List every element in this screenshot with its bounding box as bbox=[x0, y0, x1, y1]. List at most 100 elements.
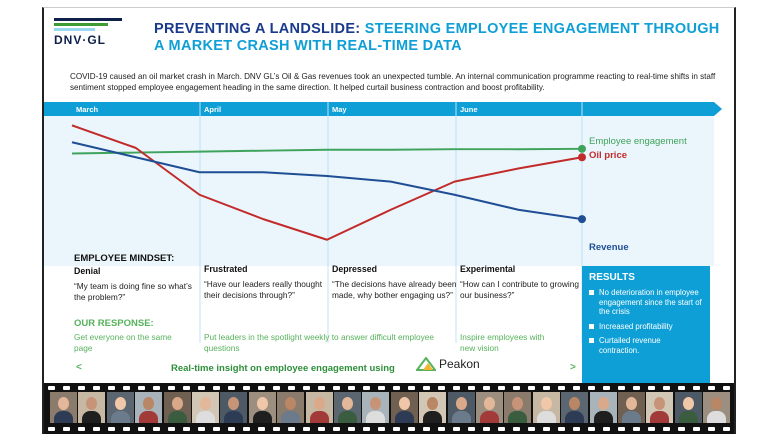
participant-video-tile[interactable] bbox=[305, 392, 333, 423]
participant-head bbox=[484, 397, 495, 410]
participant-video-tile[interactable] bbox=[504, 392, 532, 423]
participant-video-tile[interactable] bbox=[476, 392, 503, 423]
film-perforation bbox=[333, 386, 340, 390]
film-perforation bbox=[273, 386, 280, 390]
film-perforation bbox=[543, 386, 550, 390]
film-perforation bbox=[483, 386, 490, 390]
participant-video-tile[interactable] bbox=[618, 392, 645, 423]
bullet-icon bbox=[589, 290, 594, 295]
participant-video-tile[interactable] bbox=[163, 392, 191, 423]
results-box: RESULTS No deterioration in employee eng… bbox=[582, 266, 710, 384]
trend-chart bbox=[44, 102, 722, 343]
film-perforation bbox=[108, 386, 115, 390]
participant-video-tile[interactable] bbox=[589, 392, 617, 423]
series-line-1 bbox=[71, 124, 583, 241]
response-text: Put leaders in the spotlight weekly to a… bbox=[204, 332, 434, 353]
mindset-column: EMPLOYEE MINDSET: Denial “My team is doi… bbox=[74, 253, 199, 303]
participant-video-tile[interactable] bbox=[135, 392, 163, 423]
film-perforation bbox=[213, 427, 220, 431]
participant-video-tile[interactable] bbox=[532, 392, 560, 423]
series-label-oil: Oil price bbox=[589, 150, 628, 161]
mindset-label: Denial bbox=[74, 266, 101, 276]
dnv-gl-logo: DNV·GL bbox=[54, 18, 122, 47]
film-perforation bbox=[393, 427, 400, 431]
participant-video-tile[interactable] bbox=[277, 392, 305, 423]
prev-arrow[interactable]: < bbox=[76, 362, 82, 373]
film-perforation bbox=[243, 386, 250, 390]
participant-video-tile[interactable] bbox=[248, 392, 276, 423]
film-perforation bbox=[543, 427, 550, 431]
participant-video-tile[interactable] bbox=[362, 392, 390, 423]
participant-body bbox=[167, 411, 187, 423]
participant-body bbox=[536, 411, 556, 423]
participant-video-tile[interactable] bbox=[50, 392, 77, 423]
timeline-bar bbox=[44, 102, 722, 116]
response-text: Inspire employees with new vision bbox=[460, 332, 545, 353]
participant-head bbox=[370, 397, 382, 410]
results-item-text: No deterioration in employee engagement … bbox=[599, 288, 702, 316]
slide: DNV·GL PREVENTING A LANDSLIDE: STEERING … bbox=[42, 7, 736, 434]
film-perforation bbox=[348, 427, 355, 431]
results-item-text: Curtailed revenue contraction. bbox=[599, 336, 661, 355]
title-part2: STEERING EMPLOYEE ENGAGEMENT THROUGH A M… bbox=[154, 21, 720, 54]
film-perforation bbox=[588, 427, 595, 431]
participant-video-tile[interactable] bbox=[192, 392, 219, 423]
participant-body bbox=[423, 411, 443, 423]
film-perforation bbox=[453, 386, 460, 390]
film-perforation bbox=[708, 427, 715, 431]
participant-video-tile[interactable] bbox=[703, 392, 731, 423]
series-line-2 bbox=[71, 141, 583, 221]
film-perforation bbox=[633, 427, 640, 431]
participant-video-tile[interactable] bbox=[106, 392, 134, 423]
film-perforation bbox=[258, 386, 265, 390]
series-end-marker bbox=[578, 144, 586, 153]
participant-video-tile[interactable] bbox=[419, 392, 447, 423]
film-perforation bbox=[468, 386, 475, 390]
participant-body bbox=[224, 411, 244, 423]
participant-video-tile[interactable] bbox=[220, 392, 248, 423]
mindset-quote: “Have our leaders really thought their d… bbox=[204, 279, 323, 300]
film-perforation bbox=[78, 386, 85, 390]
title-part1: PREVENTING A LANDSLIDE: bbox=[154, 21, 361, 37]
film-perforation bbox=[258, 427, 265, 431]
film-perforation bbox=[273, 427, 280, 431]
mindset-label: Frustrated bbox=[204, 264, 248, 274]
participant-body bbox=[110, 411, 130, 423]
film-perforation bbox=[93, 386, 100, 390]
participant-head bbox=[569, 397, 581, 410]
film-perforation bbox=[138, 386, 145, 390]
film-perforation bbox=[693, 386, 700, 390]
participant-head bbox=[228, 397, 240, 410]
film-perforation bbox=[228, 427, 235, 431]
film-perforation bbox=[318, 386, 325, 390]
chart-background bbox=[44, 116, 714, 266]
participant-body bbox=[139, 411, 159, 423]
film-perforation bbox=[63, 386, 70, 390]
participant-video-tile[interactable] bbox=[674, 392, 702, 423]
participant-body bbox=[82, 411, 102, 423]
participant-video-tile[interactable] bbox=[78, 392, 106, 423]
film-perforation bbox=[138, 427, 145, 431]
participant-body bbox=[565, 411, 585, 423]
participant-video-tile[interactable] bbox=[561, 392, 589, 423]
participant-video-tile[interactable] bbox=[390, 392, 418, 423]
month-label: March bbox=[76, 105, 99, 114]
next-arrow[interactable]: > bbox=[570, 362, 576, 373]
participant-video-tile[interactable] bbox=[447, 392, 475, 423]
film-perforation bbox=[108, 427, 115, 431]
participant-head bbox=[171, 397, 183, 410]
participant-head bbox=[540, 397, 552, 410]
film-perforation bbox=[678, 427, 685, 431]
film-perforation bbox=[303, 427, 310, 431]
film-perforation bbox=[468, 427, 475, 431]
film-perforation bbox=[78, 427, 85, 431]
participant-body bbox=[451, 411, 471, 423]
participant-body bbox=[678, 411, 698, 423]
film-perforation bbox=[438, 386, 445, 390]
film-perforation bbox=[438, 427, 445, 431]
film-perforation bbox=[618, 427, 625, 431]
participant-video-tile[interactable] bbox=[334, 392, 361, 423]
participant-head bbox=[342, 397, 353, 410]
film-perforation bbox=[288, 386, 295, 390]
participant-video-tile[interactable] bbox=[646, 392, 674, 423]
